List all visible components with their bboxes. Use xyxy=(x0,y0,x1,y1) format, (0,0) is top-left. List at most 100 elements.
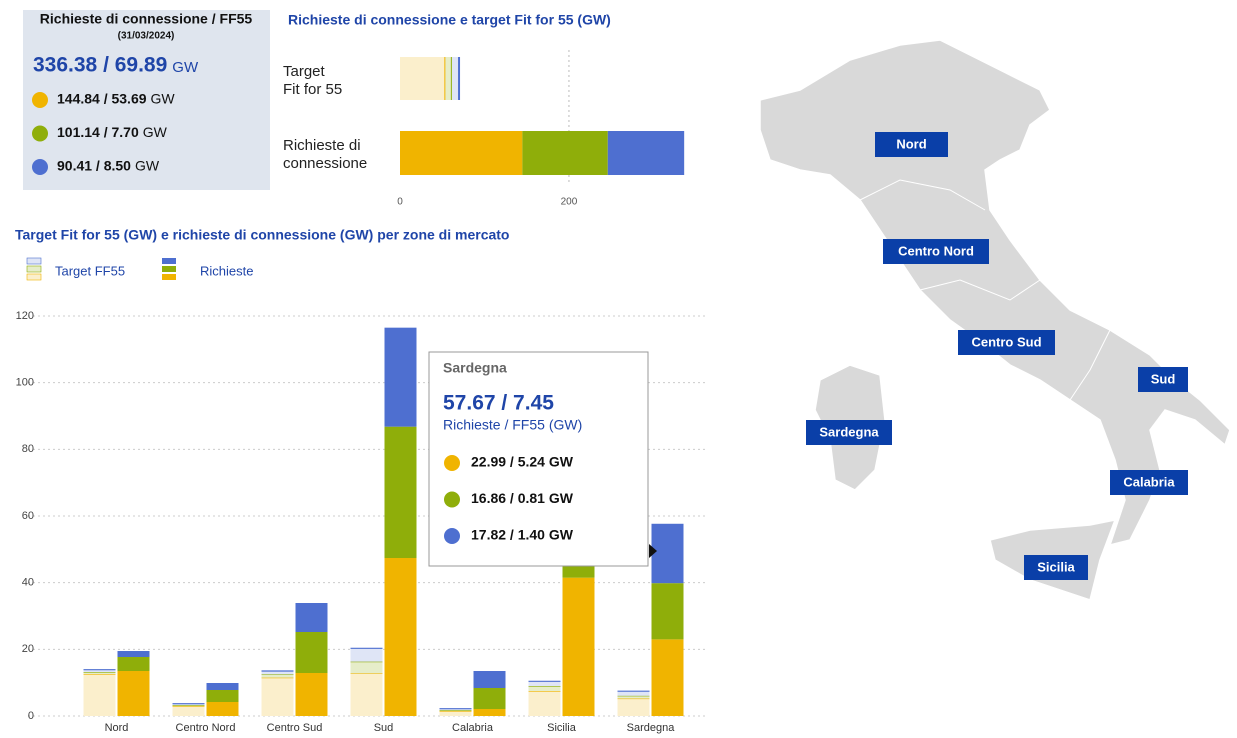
map-border xyxy=(1069,329,1111,401)
chart-title: Richieste di connessione e target Fit fo… xyxy=(288,12,611,28)
summary-unit: GW xyxy=(172,59,199,76)
bar-segment xyxy=(439,708,472,710)
tooltip-row: 22.99 / 5.24 GW xyxy=(471,454,574,470)
bar-segment xyxy=(400,57,446,100)
y-tick-label: 100 xyxy=(16,377,34,389)
x-tick-label: Sardegna xyxy=(627,722,676,734)
map-border xyxy=(859,179,986,211)
summary-total: 336.38 / 69.89 xyxy=(33,54,167,77)
x-tick-label: Centro Nord xyxy=(176,722,236,734)
legend-swatch xyxy=(162,258,176,264)
bar-segment xyxy=(562,577,595,716)
summary-unit: GW xyxy=(135,158,160,174)
y-tick-label: 60 xyxy=(22,510,34,522)
category-label: connessione xyxy=(283,155,367,172)
bar-segment xyxy=(261,677,294,716)
legend-swatch xyxy=(26,265,42,273)
map-zone-box xyxy=(883,239,989,264)
bar-segment xyxy=(528,691,561,716)
bar-segment xyxy=(617,691,650,696)
bar-segment xyxy=(117,651,150,657)
bar-segment xyxy=(172,703,205,705)
x-tick-label: Centro Sud xyxy=(267,722,323,734)
map-zone-label: Centro Sud xyxy=(971,334,1041,349)
tooltip-dot xyxy=(444,528,460,544)
bar-segment xyxy=(528,681,561,686)
bar-segment xyxy=(617,698,650,716)
legend-label: Richieste xyxy=(200,263,253,278)
tooltip-dot xyxy=(444,491,460,508)
bar-segment xyxy=(350,648,383,662)
bar-segment xyxy=(261,674,294,678)
y-tick-label: 40 xyxy=(22,577,34,589)
legend-swatch xyxy=(162,274,176,280)
y-tick-label: 20 xyxy=(22,643,34,655)
map-zone-label: Nord xyxy=(896,136,926,151)
map-zone-box xyxy=(958,330,1055,355)
tooltip-row: 17.82 / 1.40 GW xyxy=(471,527,574,543)
category-label: Fit for 55 xyxy=(283,81,342,98)
y-tick-label: 80 xyxy=(22,443,34,455)
bar-segment xyxy=(206,690,239,702)
bar-segment xyxy=(439,711,472,716)
map-zone-box xyxy=(1110,470,1188,495)
summary-unit: GW xyxy=(151,91,176,107)
bar-segment xyxy=(206,702,239,716)
bar-segment xyxy=(117,657,150,671)
bar-segment xyxy=(295,673,328,716)
bar-segment xyxy=(400,131,523,175)
x-tick-label: Sud xyxy=(374,722,394,734)
bar-segment xyxy=(473,671,506,688)
map-zone-label: Sicilia xyxy=(1037,559,1075,574)
chart-title: Target Fit for 55 (GW) e richieste di co… xyxy=(15,227,509,243)
bar-segment xyxy=(651,523,684,584)
bar-segment xyxy=(350,673,383,716)
map-zone-label: Sardegna xyxy=(819,424,879,439)
bar-segment xyxy=(83,669,116,672)
map-zone-label: Calabria xyxy=(1123,474,1175,489)
legend-label: Target FF55 xyxy=(55,263,125,278)
summary-value: 101.14 / 7.70 xyxy=(57,124,139,140)
bar-segment xyxy=(384,327,417,427)
tooltip-row: 16.86 / 0.81 GW xyxy=(471,490,574,506)
bar-segment xyxy=(473,709,506,716)
summary-panel xyxy=(23,10,270,190)
bar-segment xyxy=(83,672,116,674)
tooltip-arrow xyxy=(649,544,657,558)
bar-segment xyxy=(522,131,608,175)
y-tick-label: 120 xyxy=(16,310,34,322)
tooltip-subtitle: Richieste / FF55 (GW) xyxy=(443,417,582,433)
bar-segment xyxy=(261,671,294,675)
map-zone-box xyxy=(1138,367,1188,392)
summary-dot xyxy=(32,159,48,175)
summary-unit: GW xyxy=(143,124,168,140)
tooltip-title: Sardegna xyxy=(443,360,507,376)
bar-segment xyxy=(384,558,417,716)
bar-segment xyxy=(350,661,383,674)
bar-segment xyxy=(651,583,684,640)
bar-segment xyxy=(206,683,239,690)
category-label: Target xyxy=(283,63,326,80)
bar-segment xyxy=(617,695,650,699)
bar-segment xyxy=(473,688,506,709)
summary-dot xyxy=(32,92,48,108)
tooltip-box xyxy=(428,351,649,567)
bar-segment xyxy=(445,57,452,100)
summary-date: (31/03/2024) xyxy=(118,31,175,42)
bar-segment xyxy=(384,426,417,558)
bar-segment xyxy=(117,671,150,716)
legend-swatch xyxy=(162,266,176,272)
map-zone-box xyxy=(1024,555,1088,580)
x-tick-label: 0 xyxy=(397,197,403,208)
bar-segment xyxy=(295,603,328,632)
map-zone-label: Sud xyxy=(1151,371,1176,386)
bar-segment xyxy=(172,706,205,716)
map-zone-box xyxy=(875,132,948,157)
summary-value: 90.41 / 8.50 xyxy=(57,158,131,174)
x-tick-label: Nord xyxy=(105,722,129,734)
bar-segment xyxy=(607,131,685,175)
x-tick-label: 200 xyxy=(561,197,578,208)
map-zone-label: Centro Nord xyxy=(898,243,974,258)
